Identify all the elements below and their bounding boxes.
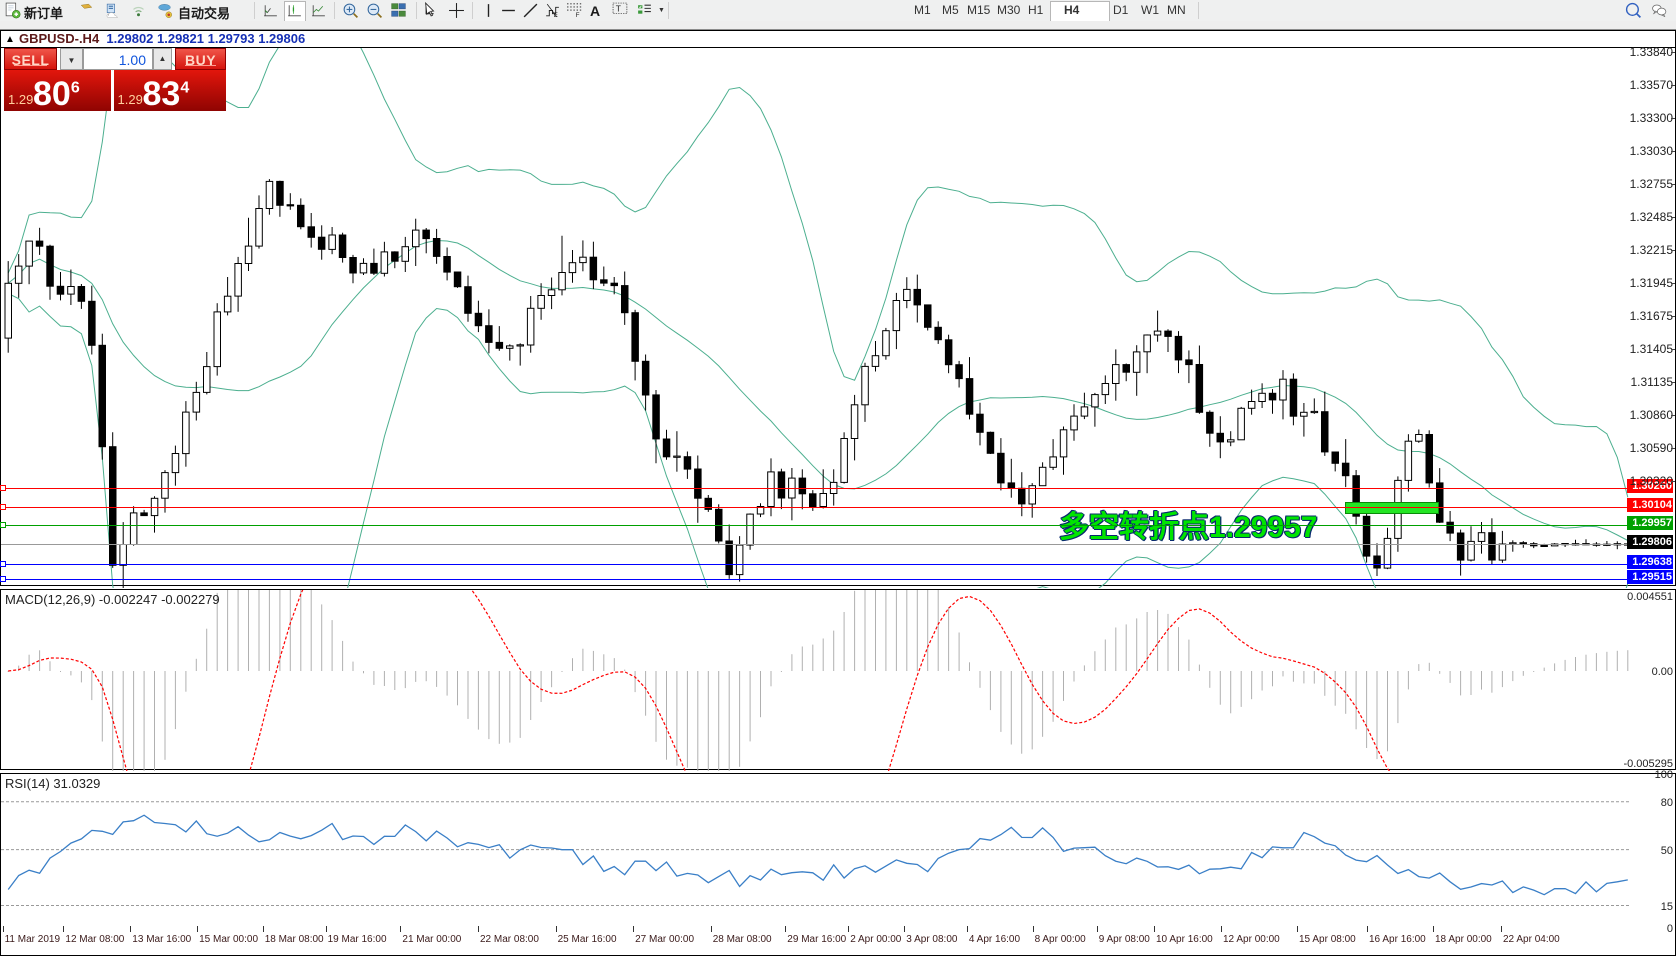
svg-text:F: F <box>576 12 580 19</box>
svg-text:T: T <box>616 4 621 14</box>
svg-text:E: E <box>554 12 558 19</box>
